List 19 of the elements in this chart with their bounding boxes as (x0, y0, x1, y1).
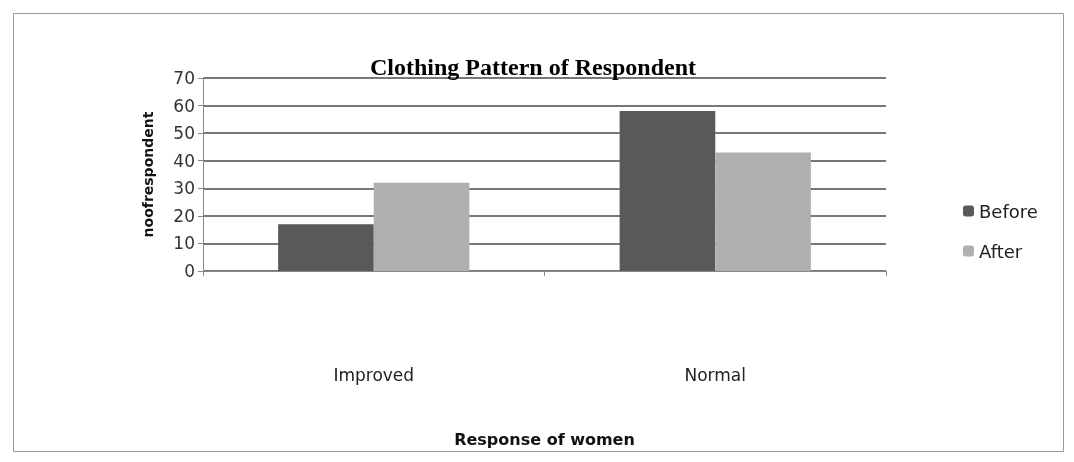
bar (619, 111, 716, 271)
y-tick-label: 50 (173, 123, 195, 144)
y-tick-label: 20 (173, 205, 195, 226)
y-tick-label: 0 (184, 261, 195, 281)
bar (278, 224, 374, 271)
y-tick-label: 70 (173, 68, 195, 88)
y-axis-title: noofrespondent (140, 111, 156, 238)
x-tick-label: Normal (684, 364, 747, 385)
chart-title: Clothing Pattern of Respondent (369, 54, 697, 80)
bar (715, 152, 811, 271)
x-axis-title: Response of women (454, 429, 635, 449)
y-tick-label: 40 (173, 150, 195, 171)
y-tick-label: 30 (173, 178, 195, 199)
legend-label: After (979, 240, 1023, 262)
x-tick-label: Improved (333, 364, 415, 385)
y-tick-label: 60 (173, 95, 195, 116)
bar (373, 182, 470, 271)
legend-label: Before (979, 200, 1038, 222)
y-tick-label: 10 (173, 233, 195, 254)
